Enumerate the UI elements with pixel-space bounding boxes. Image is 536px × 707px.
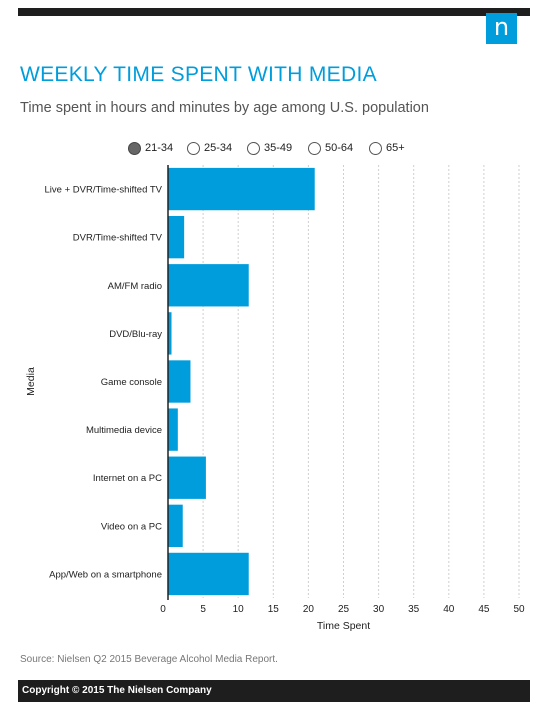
category-label: Game console	[101, 377, 162, 388]
bar	[168, 408, 178, 451]
radio-age-50-64[interactable]: 50-64	[308, 139, 353, 157]
category-label: DVD/Blu-ray	[109, 329, 162, 340]
category-label: Live + DVR/Time-shifted TV	[45, 185, 163, 196]
category-label: App/Web on a smartphone	[49, 569, 162, 580]
copyright-text: Copyright © 2015 The Nielsen Company	[22, 685, 212, 696]
bar	[168, 360, 191, 403]
radio-age-35-49[interactable]: 35-49	[247, 139, 292, 157]
x-tick-label: 20	[303, 604, 315, 615]
radio-label: 21-34	[145, 142, 174, 154]
category-label: Multimedia device	[86, 425, 162, 436]
radio-button-icon[interactable]	[247, 141, 260, 155]
category-label: DVR/Time-shifted TV	[73, 233, 163, 244]
x-tick-label: 5	[200, 604, 206, 615]
page-title: WEEKLY TIME SPENT WITH MEDIA	[20, 63, 377, 86]
x-tick-label: 45	[478, 604, 490, 615]
x-tick-label: 25	[338, 604, 350, 615]
radio-button-icon[interactable]	[308, 141, 321, 155]
bar	[168, 504, 183, 548]
footer-bar: Copyright © 2015 The Nielsen Company	[18, 680, 530, 702]
radio-label: 35-49	[264, 142, 293, 154]
x-tick-label: 15	[268, 604, 280, 615]
x-tick-label: 35	[408, 604, 420, 615]
page-subtitle: Time spent in hours and minutes by age a…	[20, 100, 429, 116]
source-note: Source: Nielsen Q2 2015 Beverage Alcohol…	[20, 654, 278, 665]
category-label: Internet on a PC	[93, 473, 162, 484]
x-axis-label: Time Spent	[317, 620, 370, 632]
x-tick-label: 50	[513, 604, 525, 615]
bar	[168, 312, 172, 355]
category-label: AM/FM radio	[108, 281, 162, 292]
x-tick-label: 10	[233, 604, 245, 615]
radio-age-21-34[interactable]: 21-34	[128, 139, 173, 157]
y-axis-label: Media	[25, 367, 37, 396]
bar	[168, 456, 206, 499]
category-label: Video on a PC	[101, 521, 162, 532]
bar	[168, 167, 315, 211]
radio-age-65-plus[interactable]: 65+	[369, 139, 405, 157]
bar	[168, 215, 185, 259]
x-tick-label: 30	[373, 604, 385, 615]
radio-button-icon[interactable]	[369, 141, 382, 155]
radio-label: 65+	[386, 142, 405, 154]
radio-label: 50-64	[325, 142, 354, 154]
radio-age-25-34[interactable]: 25-34	[187, 139, 232, 157]
bar	[168, 264, 249, 307]
nielsen-logo-icon: n	[486, 13, 517, 44]
x-tick-label: 0	[160, 604, 166, 615]
bar	[168, 552, 249, 596]
radio-label: 25-34	[204, 142, 233, 154]
top-bar	[18, 8, 530, 16]
radio-button-icon[interactable]	[187, 141, 200, 155]
radio-button-icon[interactable]	[128, 141, 141, 155]
x-tick-label: 40	[443, 604, 455, 615]
